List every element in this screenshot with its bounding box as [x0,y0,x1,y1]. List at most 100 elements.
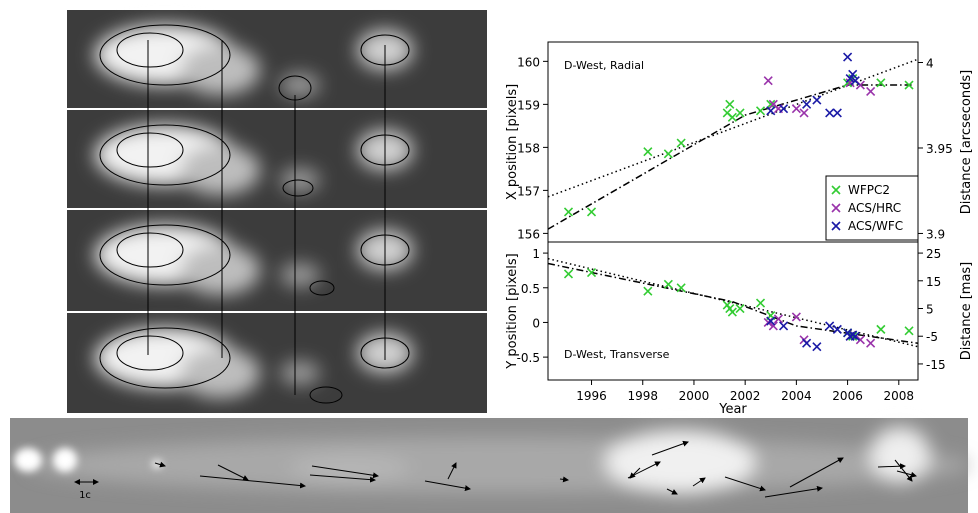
data-point [727,307,737,317]
charts: 156 157 158 159 160 3.9 3.95 4 X position [pixel… [505,41,974,417]
data-point [802,99,812,109]
y2-tick-label: 5 [926,303,934,317]
data-point [848,69,858,79]
y-axis-label: Y position [pixels] [505,253,520,369]
y-tick-label: 158 [517,141,540,155]
image-panel [67,110,487,210]
x-axis-label: Year [718,402,747,417]
data-point [643,286,653,296]
data-point [768,321,778,331]
y-tick-label: 1 [532,247,540,261]
y-axis-label: X position [pixels] [505,84,520,200]
image-panel [67,313,487,413]
legend-label: WFPC2 [848,183,890,197]
x-tick-label: 2000 [679,389,710,403]
data-point [850,331,860,341]
data-point [791,312,801,322]
data-point [843,52,853,62]
data-point [663,279,673,289]
legend-marker [831,185,841,195]
data-point [866,338,876,348]
data-point [563,207,574,217]
data-point [799,108,809,118]
y2-axis-label: Distance [mas] [959,262,974,361]
y-tick-label: 0 [532,316,540,330]
data-point [676,283,686,293]
data-point [848,330,858,340]
data-point [773,314,784,324]
data-point [832,108,842,118]
data-point [735,108,745,118]
x-tick-label: 2002 [730,389,761,403]
data-point [825,108,835,118]
legend-marker [831,203,841,213]
data-point [802,338,812,348]
data-point [876,324,886,334]
y-tick-label: 156 [517,227,540,241]
y-tick-label: -0.5 [517,351,540,365]
data-point [766,316,776,326]
data-point [735,304,745,314]
y-tick-label: 160 [517,55,540,69]
y2-tick-label: -5 [926,330,938,344]
data-point [904,80,914,90]
scale-label: 1c [79,490,91,501]
data-point [727,112,737,122]
x-tick-label: 2008 [884,389,915,403]
y2-tick-label: -15 [926,358,946,372]
fit-line [547,262,919,344]
data-point [586,207,597,217]
data-point [755,106,766,116]
panel-title: D-West, Radial [564,59,644,72]
y2-axis-label: Distance [arcseconds] [959,70,974,214]
y2-tick-label: 25 [926,247,941,261]
y-tick-label: 159 [517,98,540,112]
data-point [850,76,860,86]
data-point [832,324,842,334]
data-point [825,321,835,331]
data-point [755,298,766,308]
data-point [855,335,865,345]
legend-label: ACS/WFC [848,219,903,233]
data-point [876,78,886,88]
y2-tick-label: 3.9 [926,227,945,241]
y-tick-label: 0.5 [521,282,540,296]
x-tick-label: 2006 [832,389,863,403]
chart: -0.5 0 0.5 1 -15 -5 5 15 25 1996 1998 2000 2002 2004 2… [505,241,974,417]
image-panel [67,210,487,313]
legend-label: ACS/HRC [848,201,901,215]
y2-tick-label: 4 [926,57,934,71]
data-point [763,317,773,328]
x-tick-label: 1998 [627,389,658,403]
data-point [779,321,789,331]
image-panel [67,10,487,110]
data-point [866,86,876,97]
data-point [676,138,686,148]
x-tick-label: 1996 [576,389,607,403]
data-point [845,73,855,84]
data-point [766,106,776,116]
chart: 156 157 158 159 160 3.9 3.95 4 X position [pixel… [505,41,974,243]
data-point [904,326,914,336]
data-point [586,267,597,278]
legend-marker [831,221,841,231]
data-point [763,76,773,86]
image-stack [67,10,487,413]
jet-image: 1c [10,418,970,513]
data-point [563,269,574,279]
y2-tick-label: 15 [926,275,941,289]
data-point [791,104,801,114]
data-point [848,331,858,341]
data-point [643,147,653,157]
y-tick-label: 157 [517,184,540,198]
data-point [812,95,822,105]
panel-title: D-West, Transverse [564,348,670,361]
data-point [663,149,673,159]
legend-box [825,175,919,241]
data-point [725,99,735,109]
data-point [779,104,789,114]
x-tick-label: 2004 [781,389,812,403]
plot-frame [547,241,919,381]
